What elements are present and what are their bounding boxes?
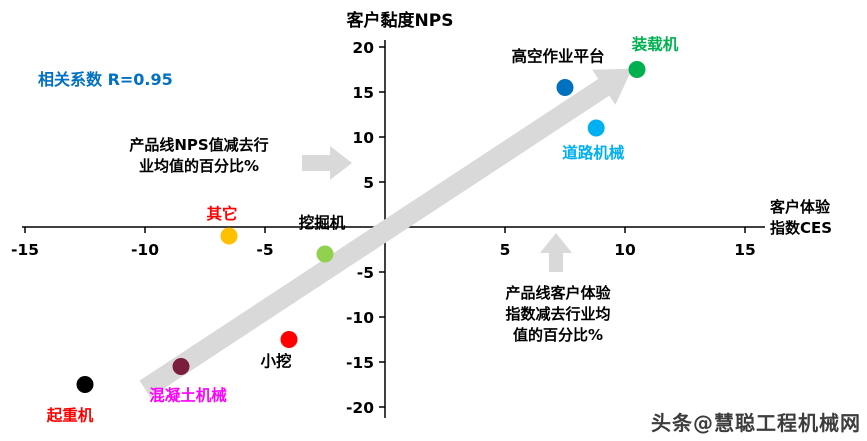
y-tick-label: 5	[363, 174, 374, 192]
x-tick-label: 15	[734, 241, 756, 259]
y-tick-label: -15	[346, 354, 374, 372]
data-point-label: 起重机	[46, 406, 94, 425]
x-tick-label: 10	[614, 241, 636, 259]
data-point	[220, 227, 238, 245]
annotation-ces-definition: 产品线客户体验 指数减去行业均 值的百分比%	[505, 284, 611, 344]
correlation-label: 相关系数 R=0.95	[38, 70, 173, 89]
x-tick-label: 5	[500, 241, 511, 259]
x-axis-title: 客户体验 指数CES	[770, 198, 833, 237]
y-tick-label: -5	[357, 264, 374, 282]
data-point-label: 挖掘机	[299, 213, 346, 232]
data-point	[628, 61, 646, 78]
trend-arrow-head	[592, 68, 633, 105]
data-point	[316, 245, 334, 263]
right-block-arrow-icon	[302, 146, 352, 180]
data-point-label: 小挖	[260, 352, 292, 371]
data-point	[556, 79, 574, 96]
data-point	[76, 376, 94, 393]
y-tick-label: 15	[352, 84, 374, 102]
y-axis-title: 客户黏度NPS	[346, 11, 454, 31]
data-point-label: 装载机	[631, 35, 679, 54]
annotation-nps-definition: 产品线NPS值减去行 业均值的百分比%	[129, 136, 269, 175]
y-tick-label: 10	[352, 129, 374, 147]
x-tick-label: -5	[256, 241, 273, 259]
data-point-label: 其它	[206, 204, 237, 223]
data-point	[280, 331, 298, 348]
x-tick-label: -10	[131, 241, 159, 259]
up-block-arrow-icon	[540, 233, 572, 272]
data-point	[587, 119, 605, 137]
y-tick-label: -10	[346, 309, 374, 327]
data-point-label: 混凝土机械	[149, 386, 227, 405]
y-tick-label: 20	[352, 39, 374, 57]
watermark: 头条@慧聪工程机械网	[651, 411, 861, 435]
data-point	[172, 358, 190, 375]
x-tick-label: -15	[11, 241, 39, 259]
data-point-label: 道路机械	[562, 143, 625, 162]
trend-arrow-shaft	[139, 78, 610, 398]
data-point-label: 高空作业平台	[511, 47, 604, 66]
y-tick-label: -20	[346, 399, 374, 417]
